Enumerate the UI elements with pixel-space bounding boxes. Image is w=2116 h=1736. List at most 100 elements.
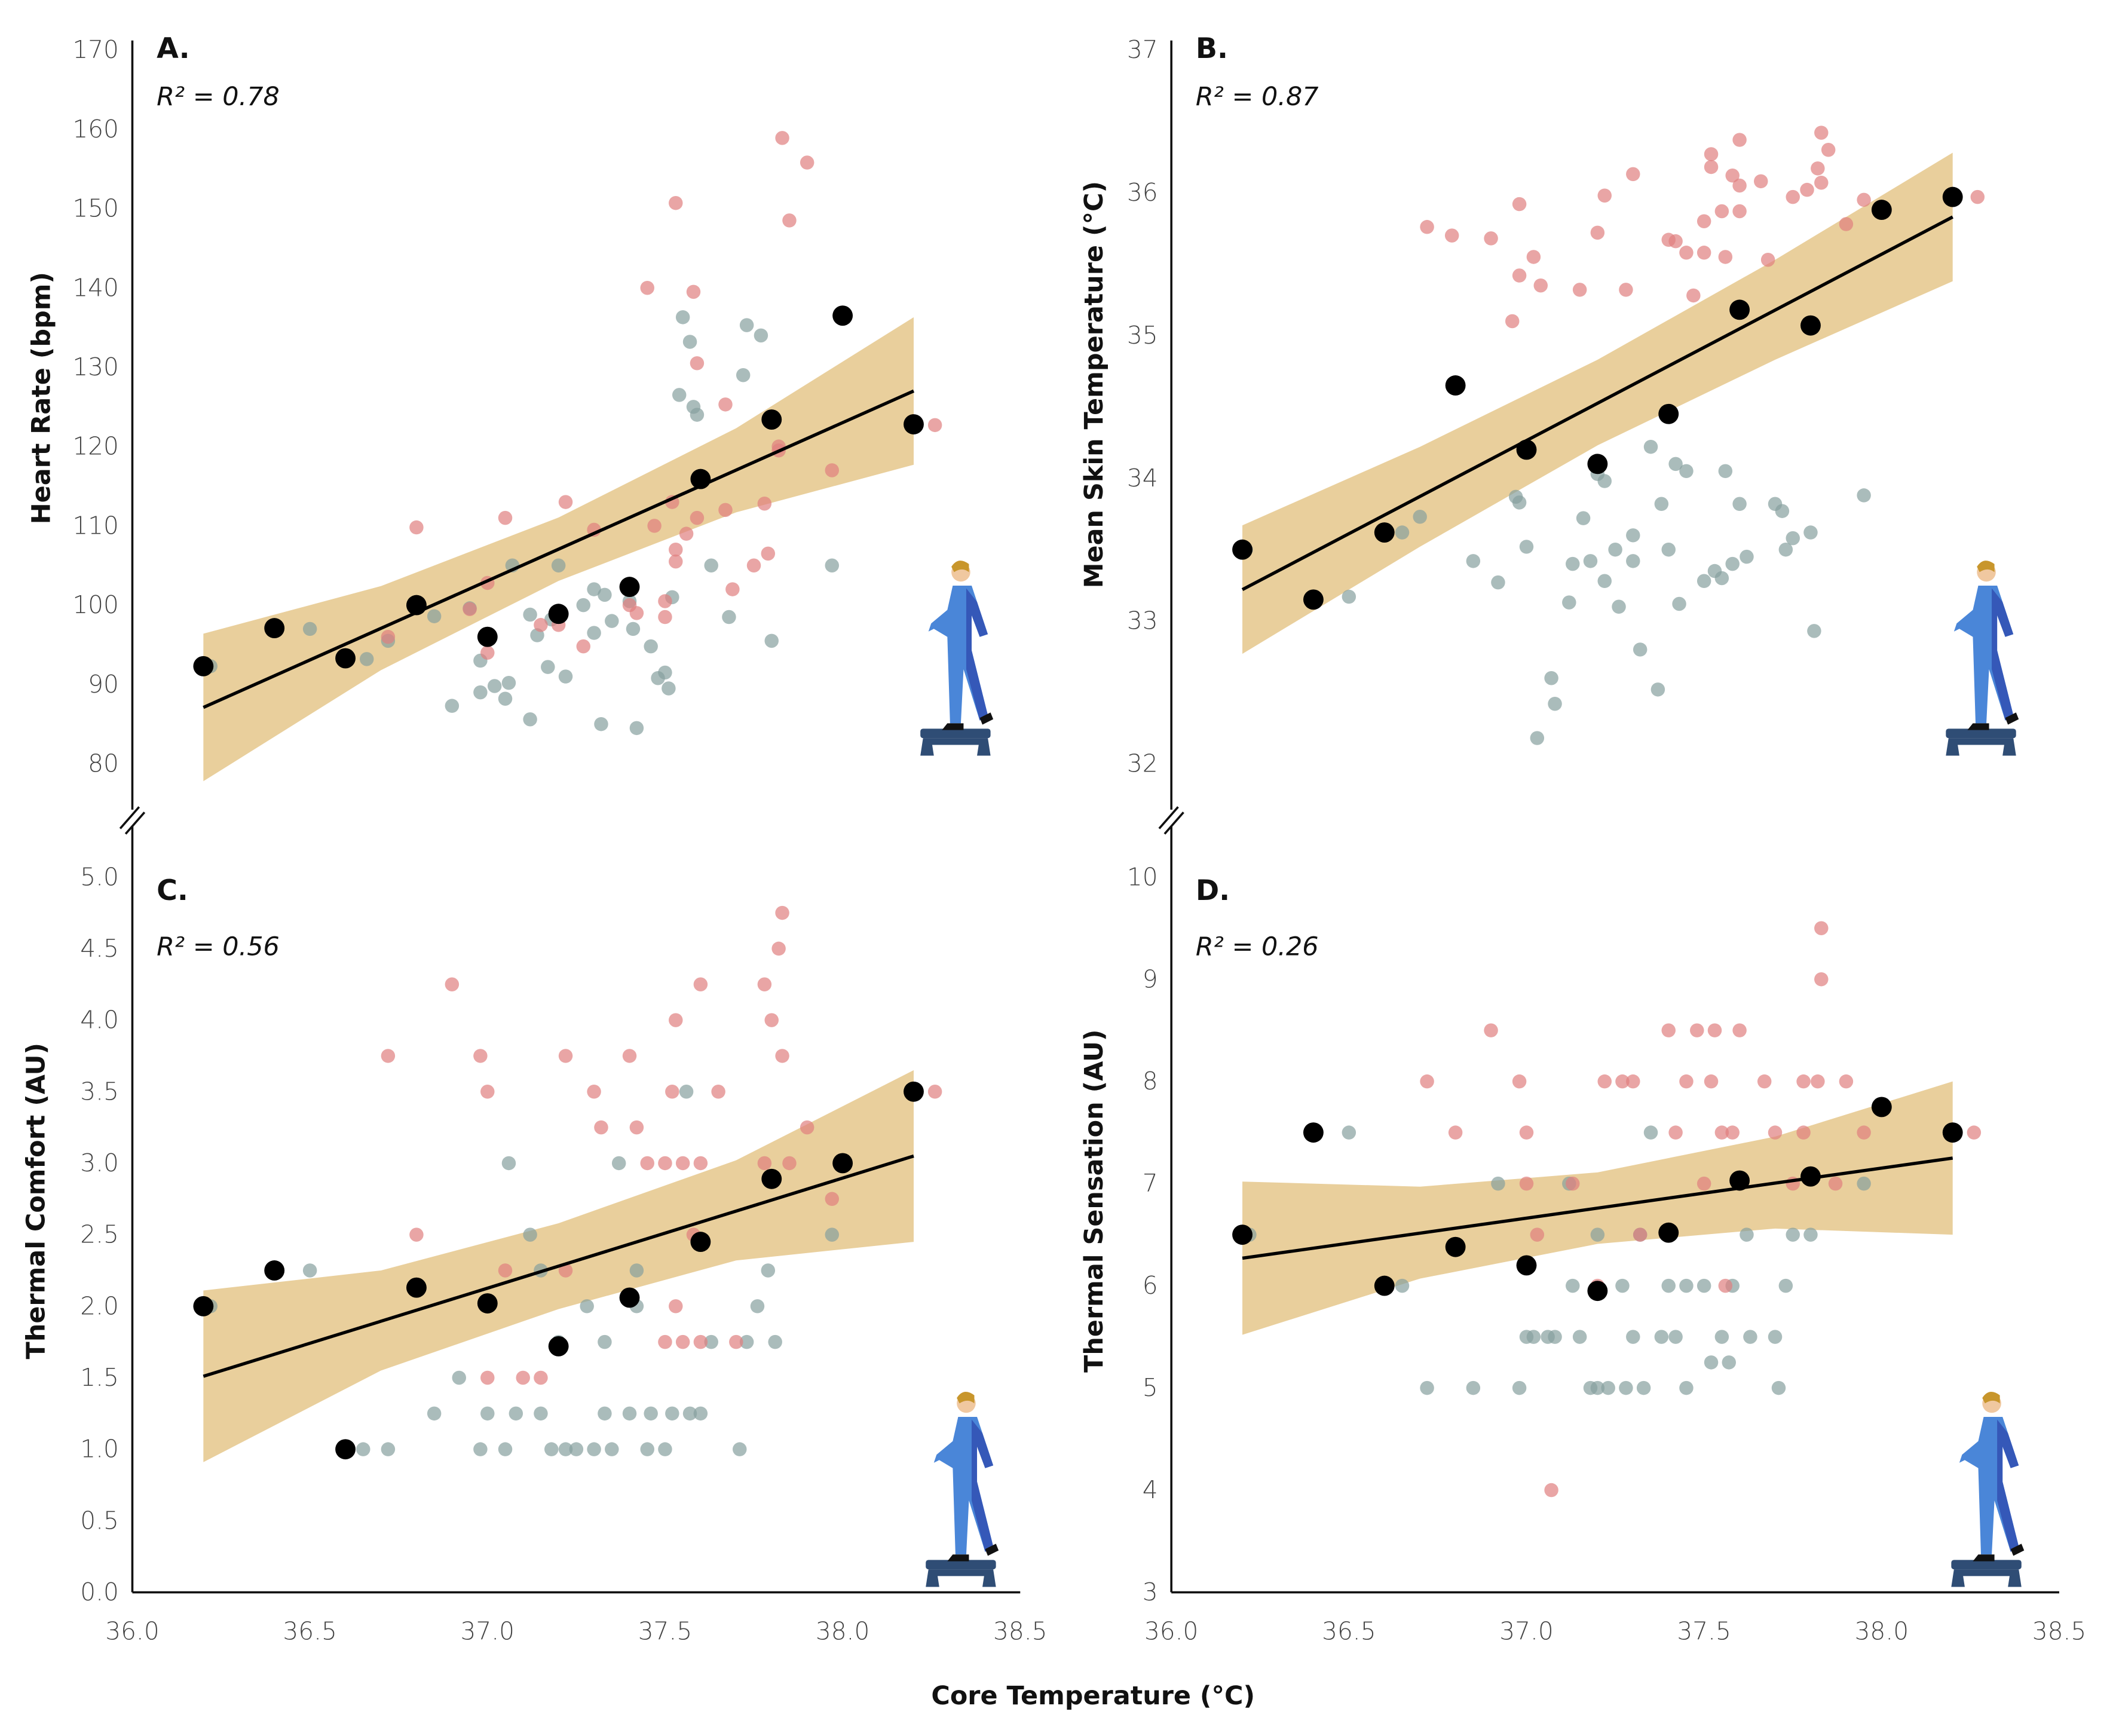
red-point <box>534 1370 548 1385</box>
red-point <box>480 1370 495 1385</box>
person-shade <box>971 1419 994 1552</box>
person-on-step-icon <box>926 1392 999 1587</box>
grey-point <box>359 652 374 666</box>
red-point <box>757 496 772 511</box>
red-point <box>1530 1227 1545 1242</box>
panel-c: 0.0 0.5 1.0 1.5 2.0 2.5 3.0 3.5 4.0 4.5 5.0 36.0 36.… <box>22 825 1048 1646</box>
grey-point <box>302 1263 317 1278</box>
mean-point <box>619 1287 640 1308</box>
red-point <box>1544 1483 1558 1498</box>
red-point <box>1484 1023 1498 1037</box>
grey-point <box>1714 1330 1729 1344</box>
grey-point <box>1643 1125 1658 1140</box>
step-platform-legs <box>920 738 991 756</box>
red-point <box>775 131 789 145</box>
red-point <box>757 977 772 991</box>
red-point <box>1754 174 1768 189</box>
red-point <box>1814 921 1829 935</box>
grey-point <box>1608 542 1622 557</box>
grey-point <box>605 614 619 628</box>
red-point <box>1679 1074 1694 1089</box>
mean-point <box>1445 1236 1466 1257</box>
grey-point <box>1661 1278 1676 1293</box>
red-point <box>757 1156 772 1171</box>
y-tick-label: 10 <box>1127 862 1158 891</box>
grey-point <box>1697 1278 1711 1293</box>
grey-point <box>1807 624 1821 638</box>
grey-point <box>473 1442 488 1456</box>
mean-point <box>1658 1222 1679 1243</box>
y-tick-label: 34 <box>1127 464 1158 492</box>
red-point <box>622 1049 637 1063</box>
grey-point <box>523 607 537 622</box>
grey-point <box>1395 1278 1410 1293</box>
red-point <box>445 977 460 991</box>
grey-point <box>1512 495 1527 510</box>
grey-point <box>487 679 502 693</box>
grey-point <box>1491 1176 1505 1191</box>
r-squared-label: R² = 0.56 <box>157 932 280 962</box>
grey-point <box>1775 504 1790 518</box>
grey-point <box>686 400 701 414</box>
red-point <box>1420 1074 1434 1089</box>
grey-point <box>1650 682 1665 697</box>
red-point <box>1512 1074 1527 1089</box>
red-point <box>1444 228 1459 243</box>
grey-point <box>1786 531 1800 546</box>
grey-point <box>1420 1380 1434 1395</box>
y-tick-label: 3 <box>1143 1578 1158 1606</box>
grey-point <box>1668 1330 1683 1344</box>
grey-point <box>825 1227 840 1242</box>
red-point <box>647 519 662 533</box>
grey-point <box>558 1442 573 1456</box>
grey-point <box>679 1085 694 1099</box>
red-point <box>1714 204 1729 219</box>
mean-point <box>904 1081 924 1102</box>
red-point <box>1786 189 1800 204</box>
mean-point <box>548 604 569 624</box>
red-point <box>516 1370 530 1385</box>
mean-point <box>1587 454 1608 474</box>
mean-point <box>1232 539 1253 560</box>
red-point <box>1590 225 1605 240</box>
red-point <box>1512 197 1527 212</box>
grey-point <box>750 1299 765 1314</box>
red-point <box>498 510 513 525</box>
red-point <box>1697 1176 1711 1191</box>
mean-point <box>1729 1170 1750 1191</box>
grey-point <box>622 1406 637 1421</box>
grey-point <box>1615 1278 1630 1293</box>
grey-point <box>682 335 697 349</box>
red-point <box>1718 250 1733 264</box>
panel-d: 3 4 5 6 7 8 9 10 36.0 36.5 37.0 37.5 38.0 38.5 Thermal… <box>1079 825 2086 1646</box>
grey-point <box>302 621 317 636</box>
grey-point <box>551 558 566 572</box>
red-point <box>381 1049 396 1063</box>
grey-point <box>445 699 460 713</box>
red-point <box>711 1085 725 1099</box>
red-point <box>927 1085 942 1099</box>
y-axis-label: Mean Skin Temperature (°C) <box>1079 181 1109 588</box>
grey-point <box>662 681 676 696</box>
grey-point <box>1583 554 1598 568</box>
mean-point <box>832 305 853 326</box>
red-point <box>1814 125 1829 140</box>
grey-point <box>1636 1380 1651 1395</box>
red-point <box>1526 250 1541 264</box>
y-axis-label: Thermal Sensation (AU) <box>1079 1030 1109 1373</box>
mean-point <box>406 595 427 616</box>
red-point <box>761 546 776 561</box>
mean-point <box>1800 315 1821 336</box>
mean-point <box>1516 1255 1537 1276</box>
grey-point <box>1548 1330 1562 1344</box>
red-point <box>409 1227 424 1242</box>
grey-point <box>704 1334 718 1349</box>
grey-point <box>569 1442 584 1456</box>
red-point <box>1821 143 1836 157</box>
red-point <box>764 1013 779 1027</box>
grey-point <box>672 388 687 402</box>
y-tick-label: 35 <box>1127 321 1158 350</box>
grey-point <box>658 1442 672 1456</box>
grey-point <box>1803 1227 1818 1242</box>
red-point <box>686 284 701 299</box>
